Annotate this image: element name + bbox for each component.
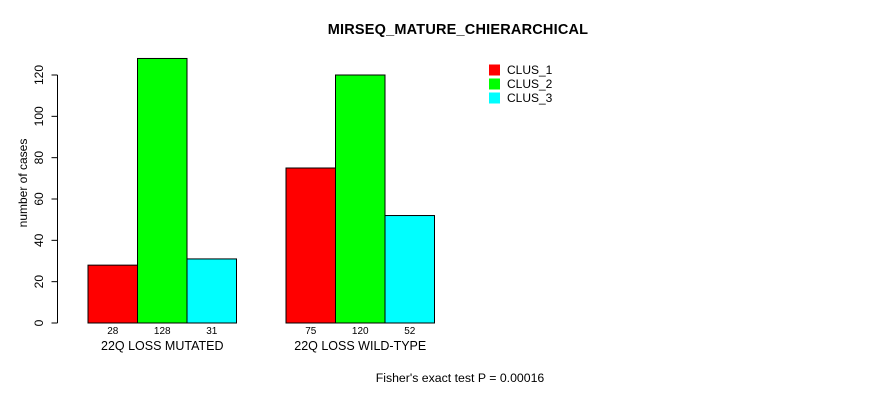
- x-category-labels: 22Q LOSS MUTATED 22Q LOSS WILD-TYPE: [101, 339, 426, 353]
- bar-clus_2: [137, 57, 188, 324]
- legend-swatch-clus_1: [489, 64, 500, 76]
- bar-value-label: 75: [305, 326, 317, 337]
- x-category-label: 22Q LOSS MUTATED: [101, 339, 223, 353]
- y-axis-label: number of cases: [16, 139, 30, 228]
- bar-clus_2: [335, 74, 386, 324]
- y-tick-label: 100: [32, 106, 46, 126]
- y-axis: 0 20 40 60 80 100 120: [32, 65, 58, 326]
- annotation-text: Fisher's exact test P = 0.00016: [376, 371, 545, 385]
- bar-value-label: 28: [107, 326, 119, 337]
- bar-clus_1: [285, 167, 336, 324]
- bar-clus_1: [87, 264, 138, 324]
- legend-swatch-clus_2: [489, 78, 500, 90]
- bar-value-label: 52: [404, 326, 416, 337]
- bar-clus_3: [384, 215, 435, 324]
- legend-swatch-clus_3: [489, 92, 500, 104]
- x-category-label: 22Q LOSS WILD-TYPE: [294, 339, 426, 353]
- y-tick-label: 60: [32, 192, 46, 206]
- legend-label: CLUS_3: [507, 91, 553, 105]
- bar-value-label: 128: [154, 326, 171, 337]
- bar-value-label: 31: [206, 326, 218, 337]
- bar-value-labels: 28 128 31 75 120 52: [107, 326, 416, 337]
- y-tick-label: 40: [32, 233, 46, 247]
- y-tick-label: 20: [32, 275, 46, 289]
- bar-value-label: 120: [352, 326, 369, 337]
- legend-label: CLUS_2: [507, 77, 553, 91]
- bars-group: [87, 57, 435, 324]
- y-tick-label: 120: [32, 65, 46, 85]
- y-tick-label: 0: [32, 319, 46, 326]
- chart-title: MIRSEQ_MATURE_CHIERARCHICAL: [328, 22, 589, 38]
- bar-clus_3: [186, 258, 237, 324]
- legend-label: CLUS_1: [507, 63, 553, 77]
- y-tick-label: 80: [32, 151, 46, 165]
